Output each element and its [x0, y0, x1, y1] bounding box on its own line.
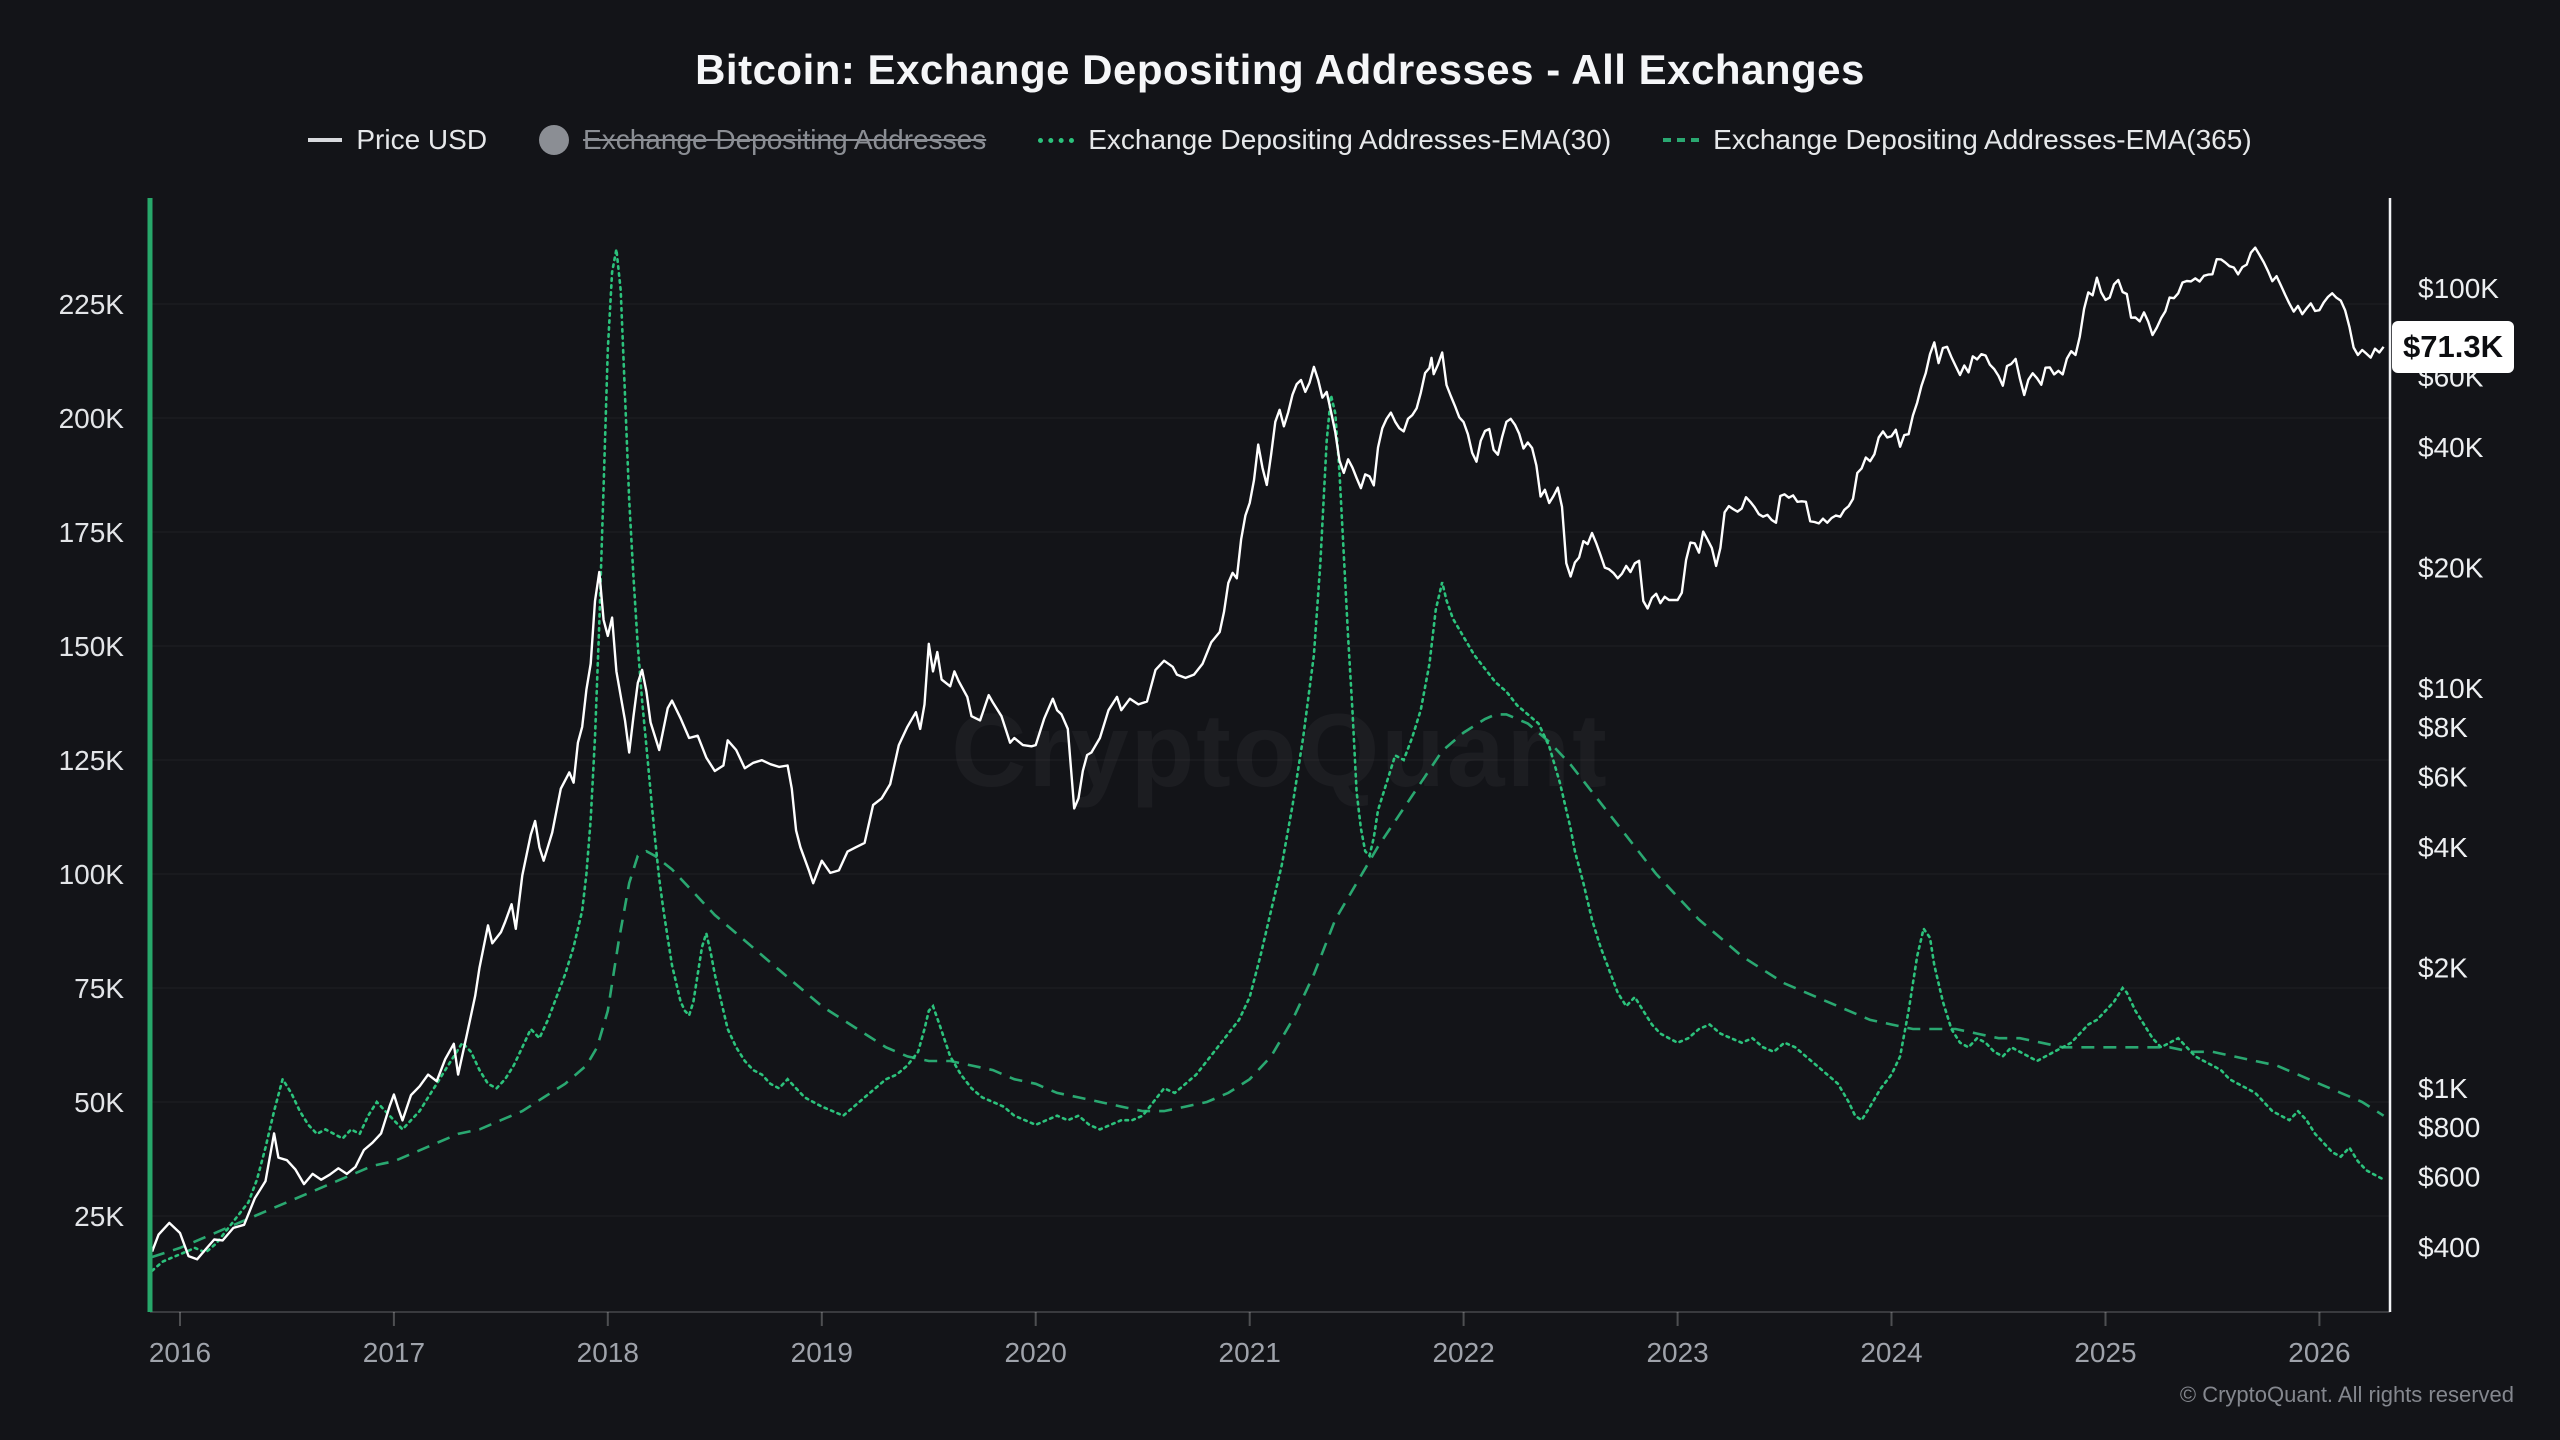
- right-axis-tick-label: $100K: [2418, 273, 2499, 304]
- right-axis-tick-label: $40K: [2418, 432, 2484, 463]
- left-axis-tick-label: 225K: [59, 289, 125, 320]
- x-tick-label: 2022: [1432, 1337, 1494, 1368]
- left-axis-tick-label: 125K: [59, 745, 125, 776]
- ema30-dotted-line-marker: [1038, 137, 1075, 143]
- right-axis-tick-label: $1K: [2418, 1073, 2468, 1104]
- legend-item-label: Price USD: [356, 124, 488, 155]
- disabled-series-dot-marker: [539, 125, 570, 155]
- x-tick-label: 2019: [791, 1337, 853, 1368]
- legend-item-ema365[interactable]: Exchange Depositing Addresses-EMA(365): [1663, 124, 2252, 156]
- x-tick-label: 2016: [149, 1337, 211, 1368]
- legend-item-price-usd[interactable]: Price USD: [308, 124, 487, 156]
- copyright-notice: © CryptoQuant. All rights reserved: [2179, 1382, 2514, 1407]
- right-axis-tick-label: $800: [2418, 1112, 2480, 1143]
- right-axis-tick-label: $400: [2418, 1232, 2480, 1263]
- left-axis-tick-label: 150K: [59, 631, 125, 662]
- price-line-marker: [308, 138, 343, 142]
- x-tick-label: 2020: [1005, 1337, 1067, 1368]
- left-axis-tick-label: 100K: [59, 859, 125, 890]
- x-tick-label: 2024: [1860, 1337, 1922, 1368]
- left-axis-tick-label: 200K: [59, 403, 125, 434]
- x-tick-label: 2025: [2074, 1337, 2136, 1368]
- legend-item-label: Exchange Depositing Addresses: [583, 124, 987, 155]
- x-tick-label: 2021: [1219, 1337, 1281, 1368]
- x-tick-label: 2018: [577, 1337, 639, 1368]
- right-axis-tick-label: $2K: [2418, 953, 2468, 984]
- current-price-badge: $71.3K: [2392, 321, 2514, 373]
- legend-item-ema30[interactable]: Exchange Depositing Addresses-EMA(30): [1038, 124, 1611, 156]
- left-axis-tick-label: 175K: [59, 517, 125, 548]
- right-axis-tick-label: $4K: [2418, 832, 2468, 863]
- legend-item-label: Exchange Depositing Addresses-EMA(30): [1088, 124, 1612, 155]
- left-axis-tick-label: 25K: [74, 1201, 124, 1232]
- right-axis-tick-label: $8K: [2418, 712, 2468, 743]
- x-tick-label: 2023: [1646, 1337, 1708, 1368]
- chart-title: Bitcoin: Exchange Depositing Addresses -…: [695, 46, 1865, 93]
- right-axis-tick-label: $6K: [2418, 762, 2468, 793]
- x-tick-label: 2026: [2288, 1337, 2350, 1368]
- legend-item-label: Exchange Depositing Addresses-EMA(365): [1713, 124, 2252, 155]
- right-axis-tick-label: $10K: [2418, 673, 2484, 704]
- series-ema365-line: [151, 713, 2385, 1259]
- x-tick-label: 2017: [363, 1337, 425, 1368]
- right-axis-tick-label: $600: [2418, 1162, 2480, 1193]
- series-price-line: [150, 246, 2385, 1261]
- series-ema30-line: [150, 249, 2385, 1272]
- legend: Price USD Exchange Depositing Addresses …: [0, 124, 2560, 156]
- left-axis-tick-label: 75K: [74, 973, 124, 1004]
- legend-item-exchange-depositing-addresses[interactable]: Exchange Depositing Addresses: [539, 124, 986, 156]
- left-axis-tick-label: 50K: [74, 1087, 124, 1118]
- right-axis-tick-label: $20K: [2418, 553, 2484, 584]
- ema365-dashed-line-marker: [1663, 138, 1700, 142]
